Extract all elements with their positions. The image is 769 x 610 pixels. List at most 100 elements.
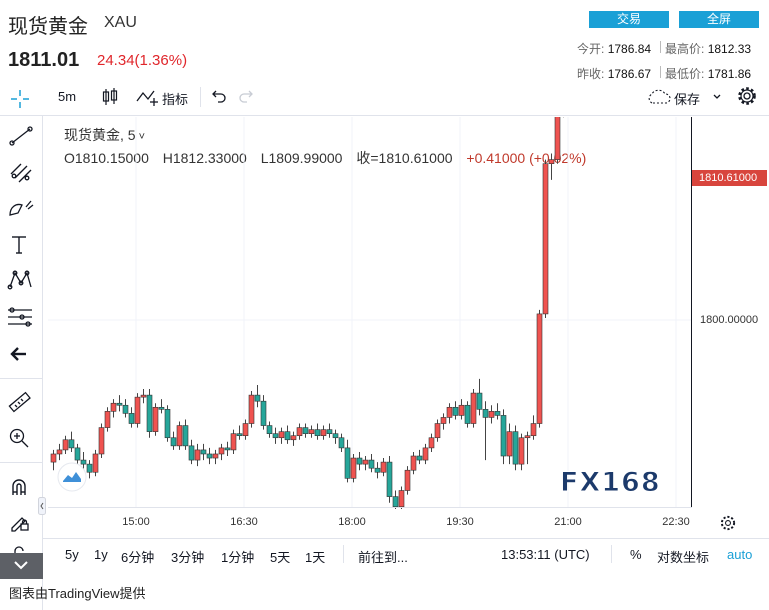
candle-body — [380, 461, 387, 473]
text-tool-icon[interactable] — [9, 234, 29, 256]
last-price-tag: 1810.61000 — [692, 170, 767, 186]
candle-body — [308, 429, 315, 434]
candle-body — [488, 411, 495, 418]
candle-body — [398, 490, 405, 508]
candle-body — [428, 437, 435, 449]
candle-body — [98, 427, 105, 455]
zoom-in-icon[interactable] — [8, 427, 30, 449]
percent-toggle[interactable]: % — [630, 547, 642, 562]
chevron-down-icon[interactable] — [711, 91, 723, 103]
range-6min[interactable]: 6分钟 — [121, 550, 155, 565]
candlestick-chart[interactable] — [48, 117, 692, 509]
gear-icon[interactable] — [736, 85, 758, 107]
candle-body — [320, 429, 327, 437]
candle-body — [434, 423, 441, 439]
stat-high-label: 最高价: — [665, 42, 705, 56]
range-3min[interactable]: 3分钟 — [171, 550, 205, 565]
candle-body — [482, 409, 489, 418]
candle-body — [362, 459, 369, 465]
indicators-icon[interactable] — [135, 87, 159, 107]
tradingview-logo-icon[interactable] — [57, 462, 87, 492]
chevron-down-icon[interactable]: ˅ — [135, 131, 146, 143]
prediction-tool-icon[interactable] — [6, 306, 34, 328]
ohlc-close: 收=1810.61000 — [356, 150, 453, 166]
time-label: 15:00 — [122, 516, 150, 528]
candles-icon[interactable] — [101, 87, 119, 107]
candle-body — [92, 453, 99, 473]
candle-body — [248, 394, 255, 424]
candle-body — [296, 427, 303, 437]
toolbar-divider — [0, 115, 769, 116]
trend-line-icon[interactable] — [8, 125, 34, 147]
ruler-icon[interactable] — [7, 391, 31, 413]
series-title-text: 现货黄金, 5 — [64, 127, 136, 143]
candle-body — [212, 453, 219, 459]
save-button[interactable]: 保存 — [674, 92, 701, 107]
pattern-tool-icon[interactable] — [7, 269, 33, 291]
fib-tool-icon[interactable] — [8, 161, 34, 183]
candle-body — [344, 447, 351, 479]
candle-body — [200, 449, 207, 455]
candle-body — [410, 455, 417, 471]
collapse-arrow-icon[interactable] — [38, 497, 46, 515]
series-title[interactable]: 现货黄金, 5 ˅ — [64, 125, 145, 145]
fullscreen-button[interactable]: 全屏 — [679, 11, 759, 28]
candle-body — [302, 427, 309, 434]
stat-divider — [660, 66, 661, 78]
candle-body — [272, 433, 279, 439]
candle-body — [176, 425, 183, 447]
symbol-code: XAU — [104, 14, 137, 31]
range-1y[interactable]: 1y — [94, 547, 108, 562]
axis-settings-icon[interactable] — [719, 514, 737, 532]
auto-scale-toggle[interactable]: auto — [727, 547, 753, 562]
range-1min[interactable]: 1分钟 — [221, 550, 255, 565]
range-5y[interactable]: 5y — [65, 547, 79, 562]
stat-prev-close-label: 昨收: — [577, 67, 605, 81]
brush-icon[interactable] — [6, 197, 34, 219]
time-label: 21:00 — [554, 516, 582, 528]
candle-body — [230, 433, 237, 451]
range-1d[interactable]: 1天 — [305, 550, 326, 565]
interval-select[interactable]: 5m — [58, 89, 77, 104]
trade-button[interactable]: 交易 — [589, 11, 669, 28]
candle-body — [290, 435, 297, 441]
magnet-icon[interactable] — [8, 476, 30, 498]
candle-body — [350, 457, 357, 479]
candle-body — [104, 411, 111, 428]
tradingview-credit[interactable]: 图表由TradingView提供 — [9, 586, 146, 601]
redo-icon[interactable] — [238, 88, 254, 104]
candle-body — [548, 159, 555, 164]
candle-body — [524, 435, 531, 439]
candle-body — [446, 406, 453, 418]
ohlc-low: L1809.99000 — [260, 150, 343, 166]
undo-icon[interactable] — [211, 88, 227, 104]
candle-body — [50, 453, 57, 463]
bottom-divider — [611, 545, 612, 563]
stat-open: 今开: 1786.84 — [577, 40, 651, 57]
candle-body — [416, 455, 423, 461]
candle-body — [356, 457, 363, 465]
goto-date-button[interactable]: 前往到... — [358, 550, 408, 565]
left-panel-divider — [42, 115, 43, 610]
candle-body — [512, 431, 519, 465]
candle-body — [440, 417, 447, 424]
ohlc-high: H1812.33000 — [162, 150, 247, 166]
candle-body — [392, 496, 399, 508]
indicators-button[interactable]: 指标 — [162, 92, 189, 107]
hide-panel-button[interactable] — [0, 553, 43, 579]
clock[interactable]: 13:53:11 (UTC) — [501, 547, 590, 562]
range-5d[interactable]: 5天 — [270, 550, 291, 565]
stat-divider — [660, 41, 661, 53]
log-scale-toggle[interactable]: 对数坐标 — [657, 550, 710, 565]
candle-body — [458, 404, 465, 416]
stat-open-value: 1786.84 — [607, 42, 652, 56]
candle-body — [68, 439, 75, 449]
candle-body — [236, 433, 243, 437]
cloud-icon[interactable] — [646, 89, 672, 105]
crosshair-icon[interactable] — [9, 88, 31, 110]
lock-drawing-icon[interactable] — [8, 510, 30, 532]
time-label: 16:30 — [230, 516, 258, 528]
candle-body — [368, 459, 375, 469]
back-arrow-icon[interactable] — [9, 344, 29, 364]
candle-body — [260, 400, 267, 426]
